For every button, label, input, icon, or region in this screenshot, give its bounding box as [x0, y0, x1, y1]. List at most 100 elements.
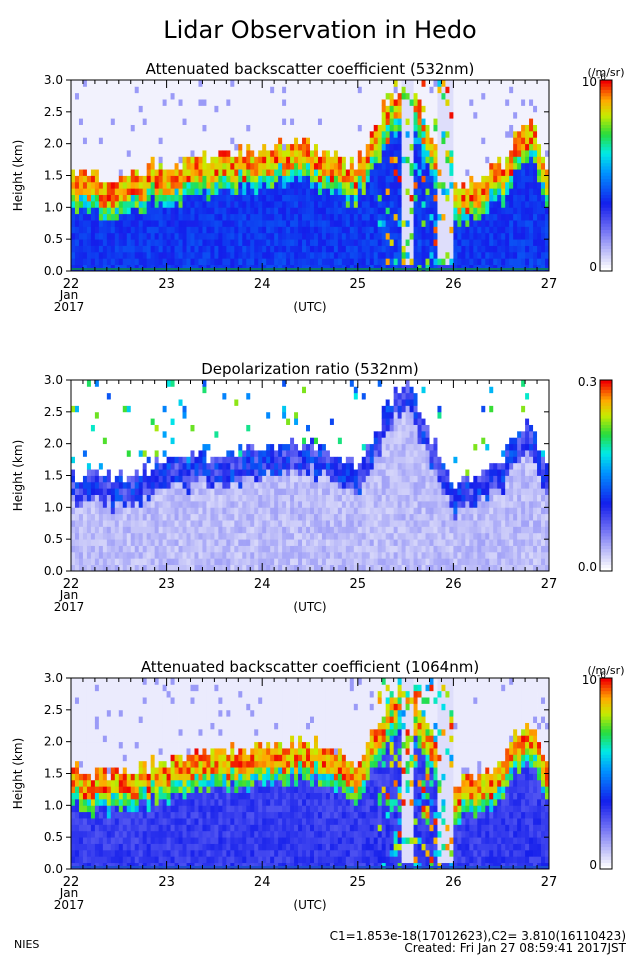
heatmap-cell: [533, 220, 538, 227]
heatmap-cell: [377, 130, 383, 138]
colorbar-step: [600, 261, 612, 266]
heatmap-cell: [194, 545, 199, 553]
heatmap-cell: [357, 169, 363, 176]
heatmap-cell: [238, 181, 243, 189]
heatmap-cell: [222, 226, 227, 234]
heatmap-cell: [78, 462, 84, 470]
heatmap-cell: [130, 494, 136, 502]
heatmap-cell: [214, 469, 219, 476]
heatmap-cell: [166, 450, 171, 457]
heatmap-cell: [71, 500, 76, 508]
heatmap-cell: [270, 188, 275, 195]
heatmap-cell: [278, 99, 283, 106]
heatmap-cell: [106, 558, 112, 566]
heatmap-cell: [71, 162, 76, 170]
heatmap-cell: [278, 130, 283, 138]
heatmap-cell: [541, 99, 546, 106]
heatmap-cell: [174, 99, 179, 106]
heatmap-cell: [214, 380, 219, 387]
heatmap-cell: [158, 500, 164, 508]
colorbar-step: [600, 159, 612, 164]
heatmap-cell: [74, 507, 80, 515]
heatmap-cell: [234, 226, 239, 234]
heatmap-cell: [290, 80, 295, 87]
heatmap-cell: [250, 124, 255, 132]
heatmap-cell: [254, 99, 259, 106]
heatmap-cell: [341, 239, 347, 246]
heatmap-cell: [130, 181, 136, 189]
heatmap-cell: [194, 232, 199, 240]
heatmap-cell: [182, 520, 187, 527]
heatmap-cell: [118, 150, 124, 157]
heatmap-cell: [453, 86, 458, 94]
heatmap-cell: [337, 258, 343, 266]
heatmap-cell: [405, 156, 410, 164]
heatmap-cell: [513, 239, 518, 246]
heatmap-cell: [210, 137, 215, 145]
heatmap-cell: [441, 118, 446, 125]
heatmap-cell: [114, 399, 120, 406]
heatmap-cell: [174, 150, 179, 157]
heatmap-cell: [170, 513, 175, 521]
heatmap-cell: [118, 399, 124, 406]
heatmap-cell: [74, 232, 80, 240]
heatmap-cell: [202, 488, 207, 495]
heatmap-cell: [513, 80, 518, 87]
heatmap-cell: [525, 258, 530, 266]
heatmap-cell: [310, 226, 315, 234]
heatmap-cell: [226, 124, 231, 132]
heatmap-cell: [86, 558, 92, 566]
heatmap-cell: [501, 130, 506, 138]
heatmap-cell: [154, 392, 160, 400]
heatmap-cell: [357, 239, 363, 246]
heatmap-cell: [74, 137, 80, 145]
heatmap-cell: [190, 513, 195, 521]
heatmap-cell: [545, 156, 550, 164]
heatmap-cell: [166, 500, 171, 508]
heatmap-cell: [469, 200, 474, 208]
heatmap-cell: [266, 188, 271, 195]
heatmap-cell: [110, 239, 116, 246]
heatmap-cell: [146, 86, 152, 94]
heatmap-cell: [529, 194, 534, 202]
heatmap-cell: [194, 118, 199, 125]
heatmap-cell: [98, 258, 104, 266]
heatmap-cell: [489, 220, 494, 227]
heatmap-cell: [230, 92, 235, 100]
heatmap-cell: [154, 430, 160, 438]
heatmap-cell: [477, 162, 482, 170]
heatmap-cell: [102, 475, 108, 483]
heatmap-cell: [78, 105, 84, 113]
heatmap-cell: [417, 105, 422, 113]
heatmap-cell: [385, 188, 391, 195]
heatmap-cell: [71, 392, 76, 400]
heatmap-cell: [186, 392, 191, 400]
heatmap-cell: [166, 188, 171, 195]
heatmap-cell: [130, 194, 136, 202]
heatmap-cell: [162, 118, 167, 125]
heatmap-cell: [170, 105, 175, 113]
heatmap-cell: [82, 213, 88, 221]
heatmap-cell: [385, 169, 391, 176]
heatmap-cell: [210, 386, 215, 394]
heatmap-cell: [102, 494, 108, 502]
heatmap-cell: [218, 392, 223, 400]
heatmap-cell: [461, 226, 466, 234]
heatmap-cell: [349, 213, 355, 221]
heatmap-cell: [150, 194, 156, 202]
heatmap-cell: [286, 258, 291, 266]
heatmap-cell: [353, 99, 359, 106]
heatmap-cell: [437, 137, 442, 145]
heatmap-cell: [98, 226, 104, 234]
heatmap-cell: [214, 450, 219, 457]
heatmap-cell: [198, 469, 203, 476]
heatmap-cell: [310, 239, 315, 246]
heatmap-cell: [146, 124, 152, 132]
heatmap-cell: [258, 169, 263, 176]
heatmap-cell: [71, 92, 76, 100]
heatmap-cell: [162, 545, 167, 553]
heatmap-cell: [393, 226, 399, 234]
heatmap-cell: [525, 220, 530, 227]
heatmap-cell: [541, 156, 546, 164]
heatmap-cell: [541, 239, 546, 246]
